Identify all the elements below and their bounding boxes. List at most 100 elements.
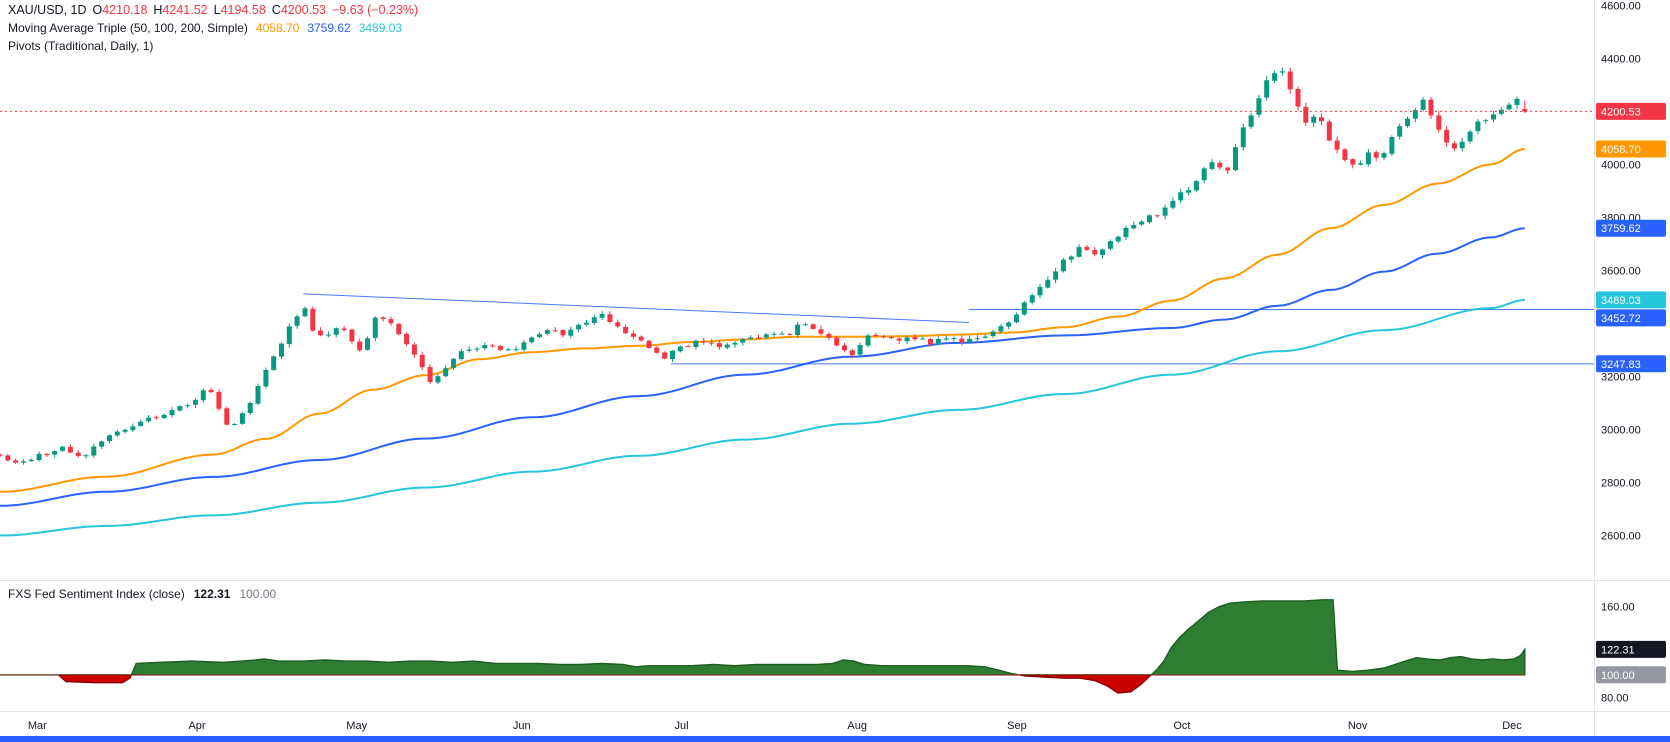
candle-body (654, 347, 660, 353)
candle-body (1100, 249, 1105, 255)
time-axis[interactable]: Mar Apr May Jun Jul Aug Sep Oct Nov Dec (28, 720, 1522, 732)
candle-body (380, 317, 386, 319)
candle-body (1279, 71, 1285, 73)
symbol-title[interactable]: XAU/USD, 1D (8, 3, 87, 17)
candle-body (1084, 247, 1090, 250)
ma100-value: 3759.62 (307, 21, 351, 35)
time-axis-label[interactable]: May (346, 720, 367, 732)
low-value: 4194.58 (220, 3, 266, 17)
candle-body (646, 340, 652, 348)
ma50-value: 4058.70 (255, 21, 300, 35)
candle-body (341, 328, 347, 330)
candle-body (732, 342, 738, 345)
candle-body (1217, 162, 1223, 168)
candle-body (325, 334, 331, 336)
price-axis-tick: 3200.00 (1601, 372, 1641, 384)
candle-body (1162, 207, 1168, 216)
price-axis-badge-label: 4058.70 (1601, 144, 1641, 156)
candle-body (724, 344, 730, 348)
candle-body (1068, 256, 1074, 260)
candle-body (1123, 227, 1129, 238)
pivots-indicator-title[interactable]: Pivots (Traditional, Daily, 1) (8, 39, 154, 53)
time-axis-label[interactable]: Sep (1007, 720, 1027, 732)
price-axis-tick: 2800.00 (1601, 478, 1641, 490)
candle-body (1014, 314, 1019, 323)
candle-body (1467, 131, 1473, 142)
candle-body (748, 337, 754, 339)
time-axis-label[interactable]: Jun (513, 720, 531, 732)
candle-body (419, 355, 425, 368)
candle-body (349, 329, 355, 342)
time-axis-label[interactable]: Aug (847, 720, 867, 732)
candle-body (1248, 115, 1254, 127)
candle-body (1115, 236, 1121, 242)
candle-body (677, 346, 683, 352)
candle-body (1459, 141, 1465, 149)
candle-body (693, 340, 699, 347)
indicator-legend: FXS Fed Sentiment Index (close) 122.31 1… (8, 587, 276, 605)
candle-body (951, 338, 957, 340)
candle-body (584, 322, 589, 325)
candle-body (1373, 152, 1379, 158)
time-axis-label[interactable]: Nov (1348, 720, 1368, 732)
time-axis-label[interactable]: Apr (188, 720, 205, 732)
candle-body (779, 333, 785, 335)
time-axis-label[interactable]: Mar (28, 720, 47, 732)
open-pair: O4210.18 (93, 3, 148, 17)
candle-body (1256, 98, 1262, 115)
ma200-value: 3489.03 (358, 21, 403, 35)
main-chart-legend: XAU/USD, 1D O4210.18 H4241.52 L4194.58 C… (8, 3, 418, 57)
price-axis[interactable]: 4600.004400.004000.003800.003600.003200.… (1596, 1, 1666, 543)
indicator-legend-row[interactable]: FXS Fed Sentiment Index (close) 122.31 1… (8, 587, 276, 605)
low-pair: L4194.58 (214, 3, 266, 17)
candlestick-series[interactable] (0, 67, 1528, 465)
candle-body (474, 348, 480, 350)
candle-body (185, 405, 191, 407)
ma-indicator-title[interactable]: Moving Average Triple (50, 100, 200, Sim… (8, 21, 248, 35)
bottom-bar (0, 736, 1670, 742)
price-axis-badge (1596, 309, 1666, 327)
indicator-title[interactable]: FXS Fed Sentiment Index (close) (8, 587, 185, 601)
candle-body (537, 334, 542, 338)
candle-body (497, 346, 503, 350)
candle-body (75, 452, 81, 456)
candle-body (834, 337, 840, 346)
candle-body (615, 322, 621, 327)
indicator-axis-badge-label: 100.00 (1601, 670, 1635, 682)
candle-body (466, 349, 472, 351)
candle-body (458, 351, 464, 360)
candle-body (529, 337, 535, 343)
candle-body (114, 431, 120, 436)
indicator-axis[interactable]: 160.00 80.00 122.31 100.00 (1596, 602, 1666, 705)
candle-body (490, 345, 496, 347)
candle-body (1326, 121, 1332, 141)
ma200-line[interactable] (0, 298, 1525, 537)
price-axis-badge (1596, 140, 1666, 158)
ma100-line[interactable] (0, 227, 1525, 507)
time-axis-label[interactable]: Jul (674, 720, 688, 732)
candle-body (826, 333, 832, 338)
ma-legend-row[interactable]: Moving Average Triple (50, 100, 200, Sim… (8, 21, 418, 39)
ma50-line[interactable] (0, 148, 1525, 493)
candle-body (1295, 88, 1301, 107)
close-value: 4200.53 (280, 3, 326, 17)
candle-body (169, 410, 175, 416)
candle-body (912, 337, 918, 340)
pivots-legend-row[interactable]: Pivots (Traditional, Daily, 1) (8, 39, 418, 57)
time-axis-label[interactable]: Dec (1502, 720, 1522, 732)
candle-body (1147, 215, 1152, 223)
candle-body (1154, 215, 1160, 217)
candle-body (146, 417, 152, 422)
trend-line[interactable] (303, 293, 969, 323)
sentiment-area-positive (0, 599, 1526, 675)
candle-body (756, 337, 761, 339)
indicator-axis-badge-label: 122.31 (1601, 644, 1635, 656)
candle-body (36, 453, 42, 461)
change-value: −9.63 (−0.23%) (332, 3, 419, 17)
candle-body (177, 406, 183, 411)
candle-body (1358, 163, 1364, 165)
symbol-legend-row[interactable]: XAU/USD, 1D O4210.18 H4241.52 L4194.58 C… (8, 3, 418, 21)
candle-body (91, 446, 97, 456)
time-axis-label[interactable]: Oct (1173, 720, 1190, 732)
